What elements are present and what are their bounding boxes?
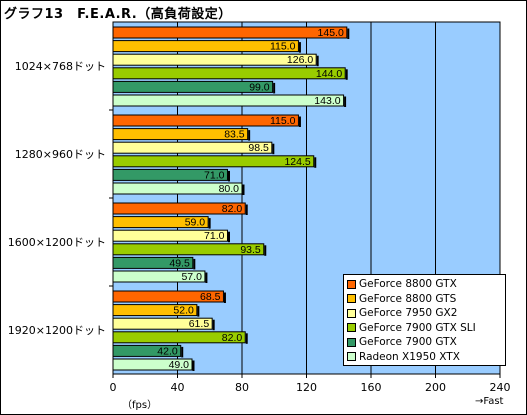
bar xyxy=(112,67,346,80)
legend-item: GeForce 7900 GTX SLI xyxy=(347,321,505,336)
bar xyxy=(112,94,345,107)
x-tick-label: 0 xyxy=(109,381,117,394)
data-label: 71.0 xyxy=(204,169,225,181)
bar xyxy=(112,182,243,195)
data-label: 83.5 xyxy=(224,129,245,141)
bar xyxy=(112,256,194,269)
data-label: 68.5 xyxy=(200,291,221,303)
bar xyxy=(112,344,182,357)
category-label: 1024×768ドット xyxy=(14,60,106,73)
legend-label: GeForce 8800 GTS xyxy=(359,292,457,305)
data-label: 115.0 xyxy=(270,41,296,53)
data-label: 61.5 xyxy=(189,318,210,330)
category-label: 1280×960ドット xyxy=(14,148,106,161)
bar xyxy=(112,168,228,181)
bar xyxy=(112,290,224,303)
data-label: 145.0 xyxy=(318,27,344,39)
data-label: 124.5 xyxy=(284,156,310,168)
data-label: 93.5 xyxy=(240,244,261,256)
legend-swatch xyxy=(347,352,356,362)
legend-swatch xyxy=(347,337,356,347)
bar xyxy=(112,243,265,256)
x-tick-label: 200 xyxy=(425,381,446,394)
data-label: 143.0 xyxy=(314,95,340,107)
x-tick-label: 40 xyxy=(170,381,185,394)
bar xyxy=(112,141,273,154)
legend: GeForce 8800 GTX GeForce 8800 GTS GeForce … xyxy=(343,274,506,366)
data-label: 98.5 xyxy=(248,142,269,154)
x-axis-unit: （fps） xyxy=(122,400,158,411)
data-label: 99.0 xyxy=(249,81,270,93)
bar xyxy=(112,270,206,283)
bar xyxy=(112,331,246,344)
bar xyxy=(112,53,317,66)
bar xyxy=(112,26,348,39)
data-label: 42.0 xyxy=(157,345,178,357)
legend-label: GeForce 7950 GX2 xyxy=(359,307,458,320)
bar xyxy=(112,128,249,141)
category-label: 1600×1200ドット xyxy=(7,236,106,249)
bar xyxy=(112,155,315,168)
data-label: 71.0 xyxy=(204,230,225,242)
chart-title: グラフ13 F.E.A.R.（高負荷設定） xyxy=(4,7,232,22)
bar xyxy=(112,80,274,93)
legend-item: Radeon X1950 XTX xyxy=(347,350,505,365)
data-label: 57.0 xyxy=(181,271,202,283)
legend-item: GeForce 8800 GTS xyxy=(347,292,505,307)
category-label: 1920×1200ドット xyxy=(7,324,106,337)
legend-item: GeForce 7950 GX2 xyxy=(347,306,505,321)
legend-swatch xyxy=(347,294,356,304)
x-tick-label: 120 xyxy=(296,381,317,394)
data-label: 49.5 xyxy=(169,257,190,269)
bar xyxy=(112,202,246,215)
bar xyxy=(112,216,209,229)
legend-label: GeForce 7900 GTX SLI xyxy=(359,321,476,334)
legend-label: GeForce 8800 GTX xyxy=(359,278,457,291)
data-label: 80.0 xyxy=(219,183,240,195)
data-label: 52.0 xyxy=(173,305,194,317)
bar xyxy=(112,229,228,242)
legend-swatch xyxy=(347,323,356,333)
data-label: 144.0 xyxy=(316,68,342,80)
bar xyxy=(112,358,193,371)
x-tick-label: 80 xyxy=(235,381,249,394)
data-label: 59.0 xyxy=(185,217,206,229)
data-label: 82.0 xyxy=(222,332,243,344)
x-tick-label: 240 xyxy=(489,381,511,394)
bar xyxy=(112,317,213,330)
data-label: 82.0 xyxy=(222,203,243,215)
legend-item: GeForce 7900 GTX xyxy=(347,335,505,350)
x-tick-label: 160 xyxy=(360,381,382,394)
bar xyxy=(112,114,299,127)
legend-swatch xyxy=(347,308,356,318)
bar xyxy=(112,40,299,53)
legend-label: GeForce 7900 GTX xyxy=(359,336,457,349)
data-label: 115.0 xyxy=(270,115,296,127)
legend-swatch xyxy=(347,279,356,289)
data-label: 49.0 xyxy=(169,359,190,371)
legend-label: Radeon X1950 XTX xyxy=(359,350,460,363)
bar xyxy=(112,304,198,317)
data-label: 126.0 xyxy=(287,54,313,66)
x-axis-note: →Fast xyxy=(475,396,504,407)
legend-item: GeForce 8800 GTX xyxy=(347,277,505,292)
